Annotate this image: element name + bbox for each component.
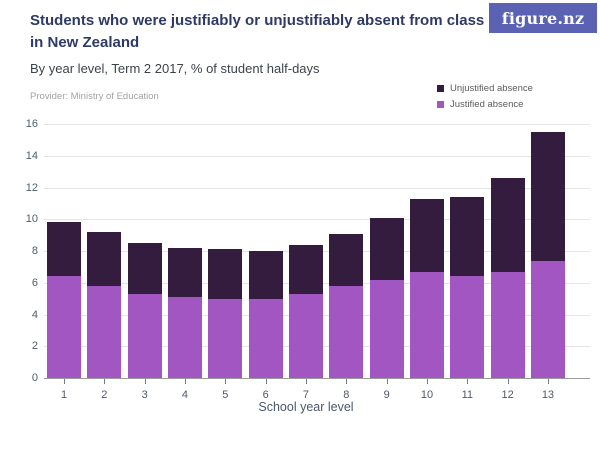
bar-year-6: 6: [248, 124, 283, 401]
bar-year-5-justified-segment: [208, 298, 243, 378]
bar-year-7-justified-segment: [288, 293, 323, 378]
x-tick-1: [64, 379, 65, 384]
legend-item-justified: Justified absence: [437, 96, 533, 112]
bar-series: 1 2 3 4 5 6 7 8 9 10 11 12 13: [44, 124, 590, 401]
x-tick-13: [547, 379, 549, 384]
x-tick-7: [305, 379, 307, 384]
y-tick-label-8: 8: [31, 245, 38, 257]
plot-area: 1 2 3 4 5 6 7 8 9 10 11 12 13 0 2 4 6 8 10 12 14 16: [26, 118, 590, 401]
bar-year-8: 8: [329, 124, 364, 401]
bar-year-3: 3: [127, 124, 162, 401]
gridline-14: [44, 155, 590, 157]
x-tick-6: [265, 379, 267, 384]
bar-year-4-unjustified-segment: [167, 247, 202, 298]
bar-year-6-justified-segment: [248, 298, 283, 378]
x-tick-4: [184, 379, 186, 384]
y-tick-label-2: 2: [31, 340, 38, 353]
legend-label-justified: Justified absence: [450, 98, 524, 110]
x-axis-title: School year level: [258, 400, 354, 414]
gridline-12: [44, 187, 590, 189]
y-tick-label-14: 14: [25, 149, 38, 162]
x-tick-label-7: 7: [302, 389, 310, 401]
x-tick-label-5: 5: [222, 389, 229, 401]
bar-year-3-unjustified-segment: [127, 243, 162, 294]
gridline-16: [44, 124, 590, 125]
bar-year-13-justified-segment: [530, 260, 565, 378]
bar-year-5: 5: [208, 124, 243, 401]
bar-year-6-unjustified-segment: [248, 251, 283, 299]
x-tick-3: [144, 379, 146, 384]
legend-item-unjustified: Unjustified absence: [437, 80, 533, 96]
x-tick-label-10: 10: [420, 389, 434, 401]
bar-year-2: 2: [87, 124, 122, 401]
unjustified-swatch-icon: [437, 84, 444, 92]
page-title-line-1: Students who were justifiably or unjusti…: [30, 12, 485, 29]
bar-year-11: 11: [450, 124, 485, 401]
bar-year-12-unjustified-segment: [490, 177, 525, 272]
bar-year-11-justified-segment: [450, 276, 485, 378]
bar-year-4: 4: [167, 124, 202, 401]
bar-year-8-unjustified-segment: [329, 233, 364, 286]
bar-year-11-unjustified-segment: [450, 197, 485, 277]
bar-year-1: 1: [47, 124, 81, 401]
bar-year-4-justified-segment: [167, 297, 202, 378]
provider-note: Provider: Ministry of Education: [30, 91, 159, 102]
bar-year-9-unjustified-segment: [369, 217, 404, 280]
x-tick-label-1: 1: [60, 389, 68, 401]
bar-year-7: 7: [288, 124, 323, 401]
bar-year-9-justified-segment: [369, 279, 404, 378]
bar-year-1-unjustified-segment: [47, 222, 81, 277]
gridline-10: [44, 219, 590, 221]
page-title: Students who were justifiably or unjusti…: [30, 10, 490, 54]
bar-year-13: 13: [530, 124, 565, 401]
y-tick-label-10: 10: [25, 213, 38, 226]
x-tick-9: [386, 379, 388, 384]
x-tick-label-9: 9: [383, 389, 390, 401]
x-tick-label-11: 11: [461, 389, 473, 401]
x-tick-12: [507, 379, 509, 384]
y-tick-label-6: 6: [31, 276, 38, 289]
bar-year-7-unjustified-segment: [288, 244, 323, 294]
bar-year-13-unjustified-segment: [530, 131, 565, 261]
x-tick-label-6: 6: [262, 389, 269, 401]
x-tick-8: [346, 379, 348, 384]
y-tick-label-4: 4: [31, 308, 38, 321]
page-title-line-2: in New Zealand: [30, 34, 140, 51]
bar-year-8-justified-segment: [329, 285, 364, 378]
justified-swatch-icon: [437, 100, 444, 108]
x-tick-label-4: 4: [181, 389, 189, 401]
figurenz-logo-text: figure.nz: [501, 8, 585, 28]
y-tick-label-0: 0: [31, 372, 38, 384]
x-tick-2: [104, 379, 106, 384]
y-tick-label-12: 12: [25, 181, 38, 194]
bar-year-5-unjustified-segment: [208, 249, 243, 299]
x-tick-11: [467, 379, 469, 384]
legend-label-unjustified: Unjustified absence: [450, 82, 533, 94]
bar-year-1-justified-segment: [47, 276, 81, 378]
bar-year-2-unjustified-segment: [87, 231, 122, 286]
x-tick-label-3: 3: [141, 389, 148, 401]
chart-subtitle: By year level, Term 2 2017, % of student…: [30, 61, 320, 76]
legend: Unjustified absence Justified absence: [437, 80, 533, 112]
bar-year-12: 12: [490, 124, 525, 401]
bar-year-10-unjustified-segment: [409, 198, 444, 272]
x-tick-label-2: 2: [101, 389, 108, 401]
x-tick-label-13: 13: [541, 389, 555, 401]
bar-year-12-justified-segment: [490, 271, 525, 378]
x-tick-label-12: 12: [501, 389, 514, 401]
bar-year-10-justified-segment: [409, 271, 444, 378]
x-tick-label-8: 8: [343, 389, 350, 401]
bar-year-9: 9: [369, 124, 404, 401]
y-tick-label-16: 16: [25, 118, 38, 130]
bar-year-10: 10: [409, 124, 444, 401]
bar-year-2-justified-segment: [87, 285, 122, 378]
figurenz-logo[interactable]: figure.nz: [489, 3, 597, 33]
x-tick-5: [225, 379, 227, 384]
bar-year-3-justified-segment: [127, 293, 162, 378]
x-tick-10: [426, 379, 428, 384]
